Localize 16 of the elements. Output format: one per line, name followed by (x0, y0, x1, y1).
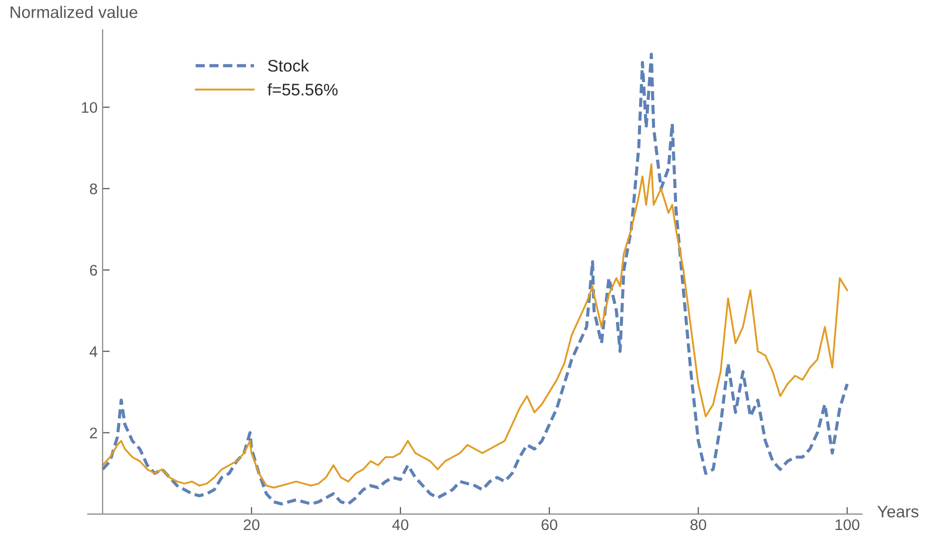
legend-label: Stock (268, 59, 309, 72)
y-tick-label: 4 (90, 346, 98, 357)
y-axis-title: Normalized value (10, 6, 138, 18)
y-tick-label: 6 (90, 264, 98, 276)
x-tick-label: 80 (690, 519, 706, 530)
line-series (101, 52, 849, 506)
y-tick-label: 8 (90, 183, 98, 194)
x-tick-label: 60 (542, 519, 558, 530)
x-axis-title: Years (877, 506, 918, 518)
line-series (102, 163, 848, 489)
y-tick-label: 2 (90, 428, 97, 438)
x-tick-label: 20 (244, 519, 260, 530)
y-tick-label: 10 (82, 102, 98, 113)
x-tick-label: 40 (392, 519, 408, 530)
x-tick-label: 100 (836, 519, 860, 530)
legend-label: f=55.56% (268, 83, 338, 96)
